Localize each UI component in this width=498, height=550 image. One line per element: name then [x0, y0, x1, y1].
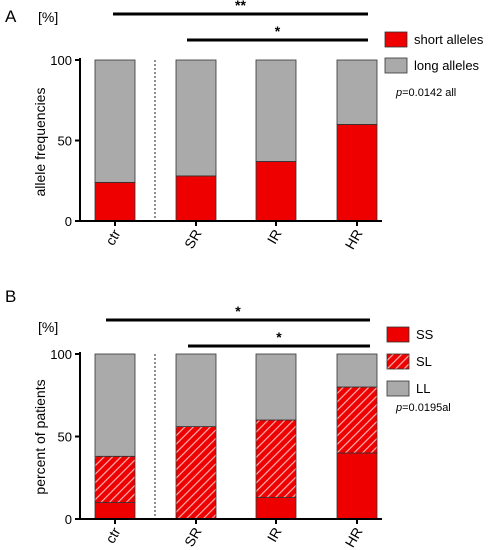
- unit-label: [%]: [38, 319, 58, 335]
- bars: [94, 59, 378, 222]
- panel-label: B: [5, 287, 16, 306]
- bar-segment: [336, 353, 378, 388]
- bar-segment: [94, 455, 136, 503]
- legend-label: short alleles: [414, 32, 484, 47]
- bar-segment: [175, 426, 217, 520]
- y-tick-label: 0: [65, 512, 72, 527]
- p-symbol: p: [395, 402, 402, 414]
- bar-segment: [255, 419, 297, 498]
- y-tick-label: 50: [58, 430, 72, 445]
- panel-b: B [%] percent of patients 0 50 100 ctr SR IR H…: [5, 287, 451, 550]
- bar-segment: [94, 181, 136, 222]
- y-tick-label: 0: [65, 214, 72, 229]
- legend-swatch: [386, 380, 410, 397]
- bar-segment: [336, 59, 378, 125]
- legend-label: long alleles: [414, 58, 480, 73]
- bar-segment: [175, 353, 217, 427]
- p-value: =0.0195al: [402, 402, 451, 414]
- y-tick-label: 100: [50, 347, 72, 362]
- p-symbol: p: [395, 87, 402, 99]
- legend-label: LL: [416, 381, 430, 396]
- significance-marker: **: [235, 0, 246, 13]
- legend-swatch: [386, 326, 410, 343]
- significance-brackets: ***: [113, 0, 368, 42]
- x-tick-label: HR: [342, 525, 366, 550]
- bar-segment: [94, 59, 136, 183]
- legend: SS SL LL: [386, 326, 434, 397]
- legend-swatch: [384, 31, 408, 48]
- x-tick-label: ctr: [102, 524, 124, 546]
- bar-segment: [336, 386, 378, 454]
- bar-segment: [336, 124, 378, 222]
- bar-segment: [175, 175, 217, 222]
- legend: short alleles long alleles: [384, 31, 484, 74]
- bar-segment: [255, 161, 297, 222]
- legend-swatch: [386, 353, 410, 370]
- x-tick-label: SR: [181, 525, 205, 550]
- legend-swatch: [384, 57, 408, 74]
- y-tick-label: 100: [50, 53, 72, 68]
- p-value-annotation: p=0.0142 all: [395, 87, 456, 99]
- x-tick-label: IR: [264, 227, 285, 247]
- y-axis-label: allele frequencies: [32, 88, 48, 197]
- legend-label: SL: [416, 354, 432, 369]
- bar-segment: [94, 353, 136, 457]
- y-axis-label: percent of patients: [32, 379, 48, 494]
- unit-label: [%]: [38, 9, 58, 25]
- x-tick-label: SR: [181, 227, 205, 252]
- bar-segment: [175, 59, 217, 177]
- p-value: =0.0142 all: [402, 87, 456, 99]
- panel-a: A [%] allele frequencies 0 50 100 ctr SR IR HR…: [5, 0, 484, 252]
- panel-label: A: [5, 7, 17, 26]
- bars: [94, 353, 378, 520]
- x-tick-label: ctr: [102, 226, 124, 248]
- bar-segment: [94, 502, 136, 520]
- p-value-annotation: p=0.0195al: [395, 402, 451, 414]
- bar-segment: [255, 59, 297, 162]
- axes: 0 50 100 ctr SR IR HR: [50, 53, 382, 252]
- legend-label: SS: [416, 327, 434, 342]
- x-tick-label: IR: [264, 525, 285, 545]
- bar-segment: [336, 452, 378, 520]
- significance-brackets: **: [106, 303, 370, 348]
- significance-marker: *: [275, 23, 281, 39]
- y-tick-label: 50: [58, 134, 72, 149]
- significance-marker: *: [276, 329, 282, 345]
- x-tick-label: HR: [342, 227, 366, 253]
- bar-segment: [255, 353, 297, 421]
- significance-marker: *: [235, 303, 241, 319]
- bar-segment: [255, 497, 297, 520]
